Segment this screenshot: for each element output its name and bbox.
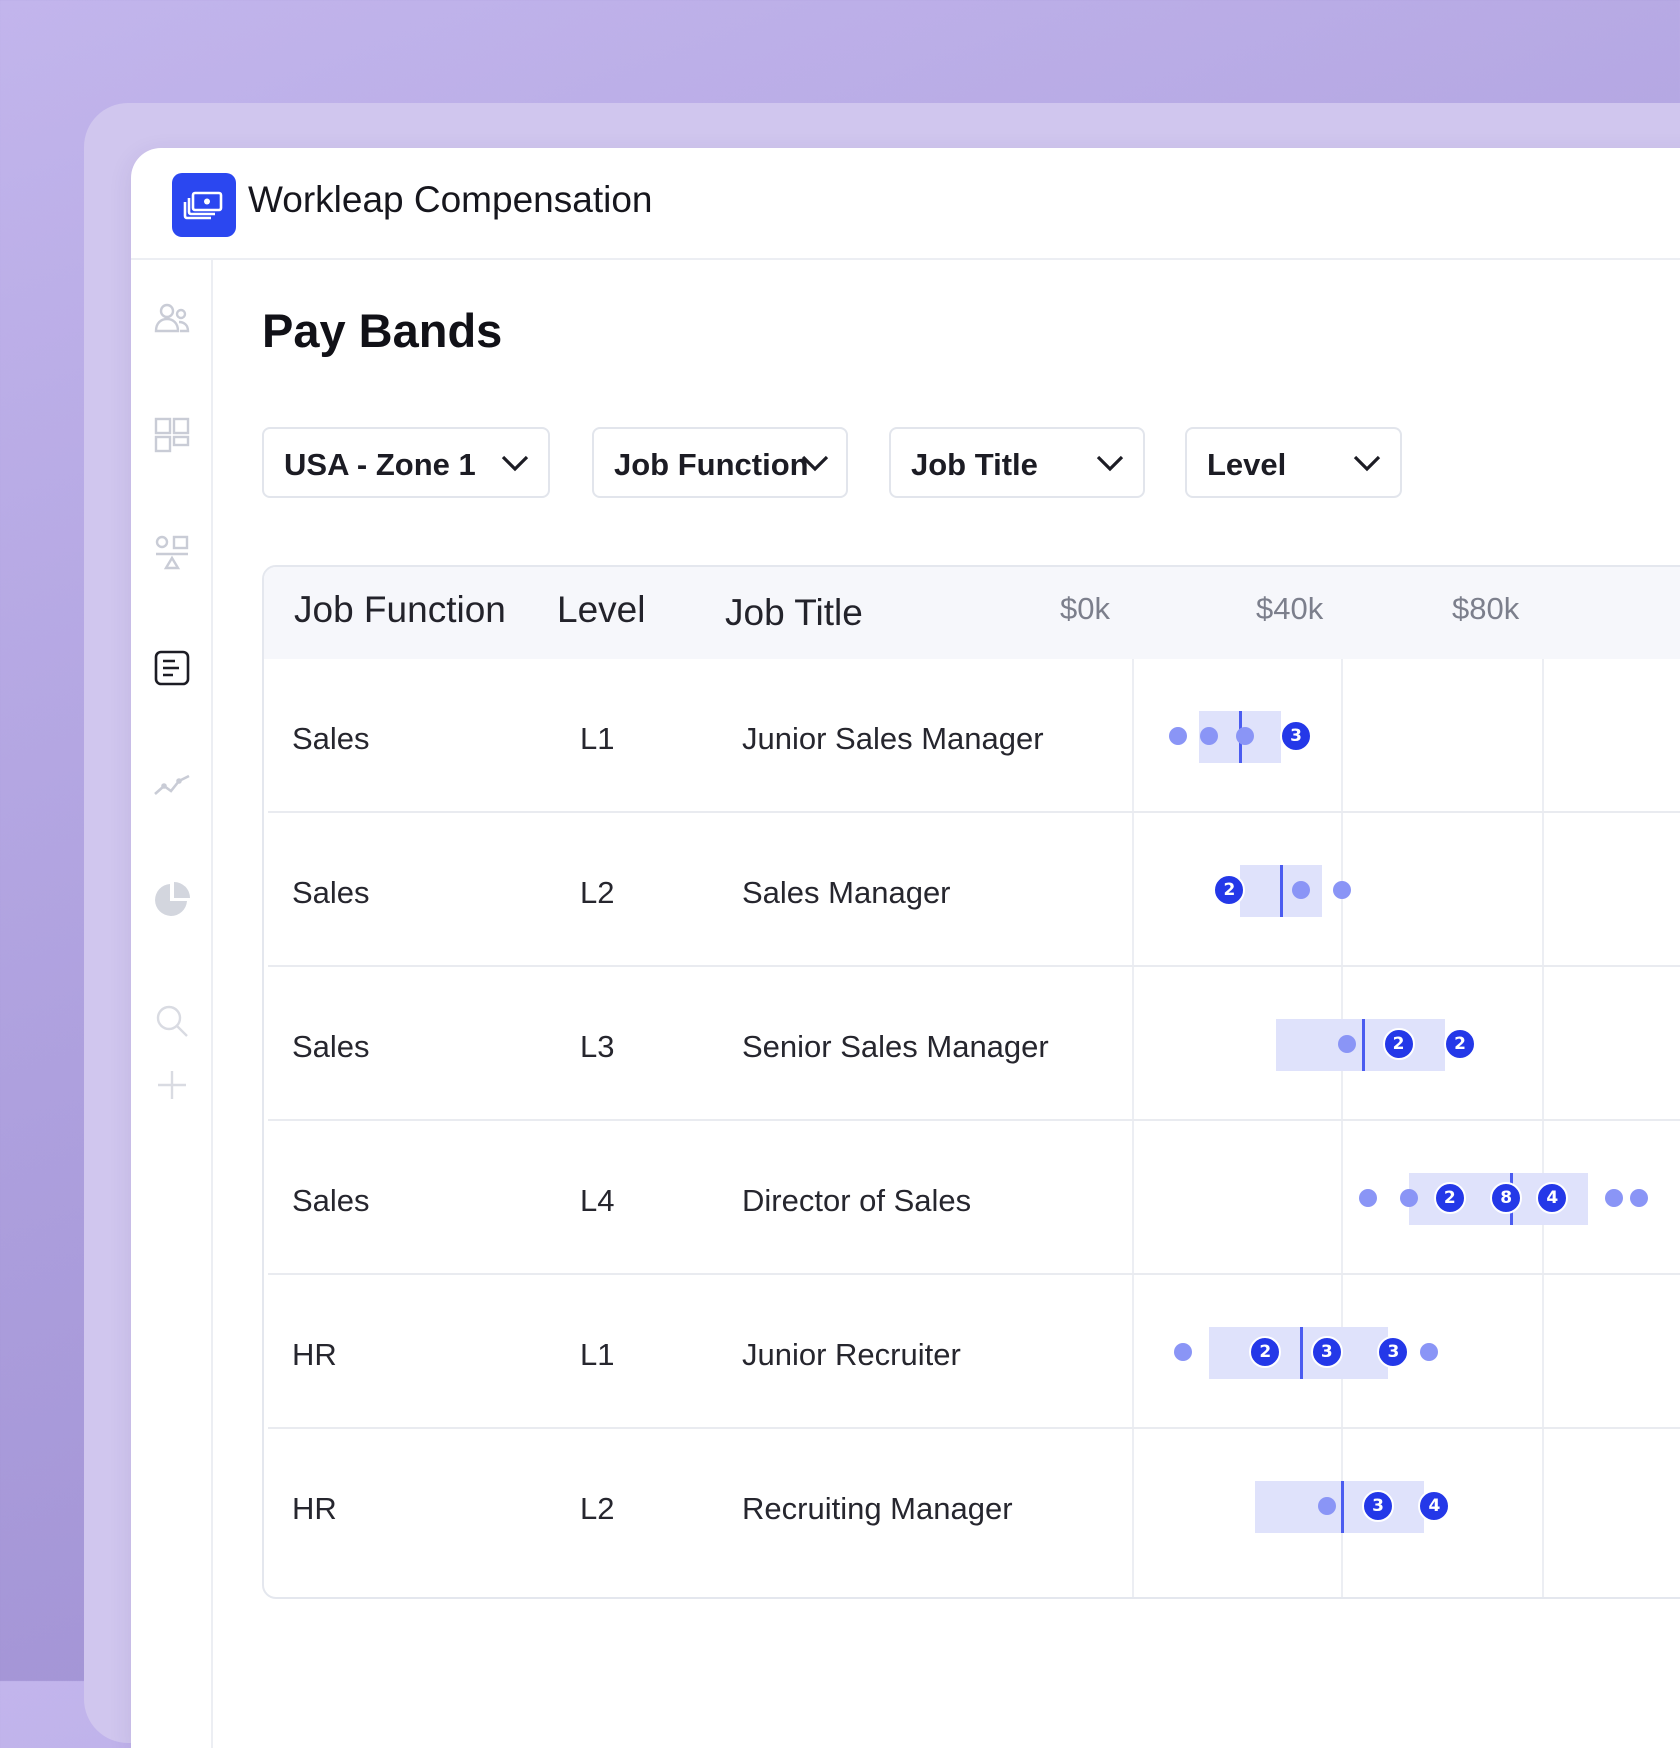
cell-job-title: Junior Sales Manager [742,721,1044,756]
employee-count-badge[interactable]: 4 [1418,1490,1451,1522]
employee-dot[interactable] [1169,727,1188,745]
chevron-down-icon [1353,455,1381,472]
axis-gridline [1341,659,1343,1597]
chevron-down-icon [1096,455,1124,472]
table-row[interactable]: Sales L1 Junior Sales Manager 3 [268,659,1680,813]
employee-dot[interactable] [1604,1189,1623,1207]
table-row[interactable]: Sales L2 Sales Manager 2 [268,813,1680,967]
employee-dot[interactable] [1174,1343,1193,1361]
employee-count-badge[interactable]: 3 [1377,1336,1410,1368]
pay-band-range[interactable] [1208,1327,1389,1379]
employee-dot[interactable] [1235,727,1254,745]
cell-job-function: Sales [292,1183,370,1218]
title-bar: Workleap Compensation [131,148,1680,260]
axis-tick-label: $80k [1452,591,1520,626]
cell-job-title: Junior Recruiter [742,1337,961,1372]
employee-count-badge[interactable]: 8 [1490,1182,1523,1214]
pay-band-median [1300,1327,1304,1379]
filter-label: Job Function [614,447,809,482]
app-title: Workleap Compensation [248,179,653,220]
axis-tick-label: $40k [1256,591,1324,626]
money-stack-icon[interactable] [172,173,236,237]
pay-band-range[interactable] [1275,1019,1445,1071]
pay-bands-table: Job Function Level Job Title $0k $40k $8… [262,565,1680,1599]
table-header: Job Function Level Job Title $0k $40k $8… [264,567,1680,659]
app-window: Workleap Compensation [131,148,1680,1748]
cell-job-title: Director of Sales [742,1183,972,1218]
employee-dot[interactable] [1358,1189,1377,1207]
axis-tick-label: $0k [1060,591,1110,626]
plus-icon[interactable] [152,1065,192,1105]
pay-band-median [1361,1019,1365,1071]
pay-band-median [1279,865,1283,917]
dashboard-grid-icon[interactable] [152,415,192,455]
employee-dot[interactable] [1317,1497,1336,1515]
employee-count-badge[interactable]: 2 [1444,1028,1476,1060]
filter-label: USA - Zone 1 [284,447,476,482]
cell-job-title: Sales Manager [742,875,951,910]
filter-label: Job Title [911,447,1038,482]
zone-filter-dropdown[interactable]: USA - Zone 1 [262,427,550,498]
cell-level: L3 [580,1029,615,1064]
employee-count-badge[interactable]: 2 [1213,874,1246,906]
filter-label: Level [1207,447,1287,482]
people-icon[interactable] [152,299,192,339]
column-header-job-function[interactable]: Job Function [294,589,506,630]
sidebar [131,260,213,1748]
cell-job-function: HR [292,1337,337,1372]
pie-chart-icon[interactable] [152,880,192,920]
level-filter-dropdown[interactable]: Level [1185,427,1402,498]
chevron-down-icon [501,455,529,472]
table-body: Sales L1 Junior Sales Manager 3 Sales L2… [268,659,1680,1597]
cell-level: L2 [580,1491,615,1526]
pay-band-median [1341,1481,1345,1533]
employee-dot[interactable] [1399,1189,1418,1207]
employee-dot[interactable] [1333,881,1352,899]
chevron-down-icon [801,455,829,472]
employee-dot[interactable] [1199,727,1218,745]
cell-job-title: Recruiting Manager [742,1491,1013,1526]
document-list-icon[interactable] [152,648,192,688]
employee-dot[interactable] [1292,881,1311,899]
axis-gridline [1542,659,1544,1597]
cell-level: L2 [580,875,615,910]
org-structure-icon[interactable] [152,532,192,572]
employee-count-badge[interactable]: 2 [1433,1182,1466,1214]
job-title-filter-dropdown[interactable]: Job Title [889,427,1145,498]
column-header-job-title[interactable]: Job Title [725,592,863,633]
page-title: Pay Bands [262,304,503,357]
employee-count-badge[interactable]: 3 [1362,1490,1394,1522]
employee-count-badge[interactable]: 3 [1280,720,1312,752]
employee-dot[interactable] [1420,1343,1439,1361]
cell-job-function: Sales [292,721,370,756]
employee-count-badge[interactable]: 2 [1249,1336,1282,1368]
employee-dot[interactable] [1630,1189,1649,1207]
employee-dot[interactable] [1338,1035,1357,1053]
cell-job-function: Sales [292,875,370,910]
trend-line-icon[interactable] [152,764,192,804]
cell-level: L1 [580,1337,615,1372]
axis-gridline [1132,659,1134,1597]
pay-band-range[interactable] [1255,1481,1425,1533]
search-icon[interactable] [152,1001,192,1041]
cell-job-function: HR [292,1491,337,1526]
cell-job-function: Sales [292,1029,370,1064]
employee-count-badge[interactable]: 3 [1310,1336,1343,1368]
job-function-filter-dropdown[interactable]: Job Function [592,427,848,498]
employee-count-badge[interactable]: 2 [1382,1028,1415,1060]
column-header-level[interactable]: Level [557,589,646,630]
cell-level: L4 [580,1183,615,1218]
employee-count-badge[interactable]: 4 [1536,1182,1569,1214]
cell-job-title: Senior Sales Manager [742,1029,1049,1064]
cell-level: L1 [580,721,615,756]
